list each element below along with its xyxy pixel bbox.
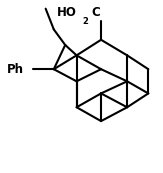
Text: HO: HO: [57, 6, 77, 19]
Text: Ph: Ph: [7, 63, 23, 76]
Text: C: C: [91, 6, 100, 19]
Text: 2: 2: [82, 17, 88, 26]
